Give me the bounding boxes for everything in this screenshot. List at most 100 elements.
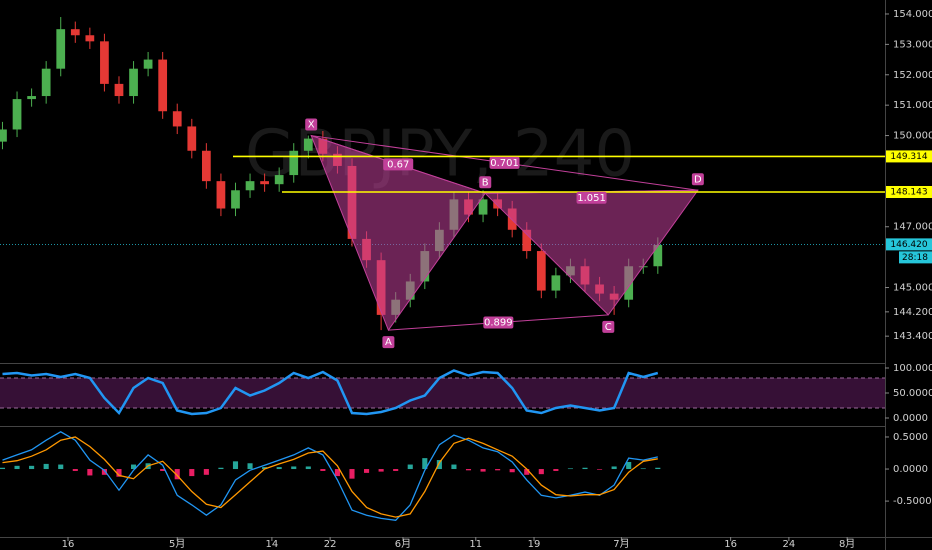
- ratio-badge: [383, 158, 414, 171]
- point-label: A: [385, 337, 392, 348]
- histogram-bar: [626, 461, 632, 470]
- y-tick-label: 147.000: [893, 222, 932, 233]
- candle-body: [522, 229, 532, 252]
- candle-body: [478, 199, 488, 215]
- point-badge: [691, 173, 704, 186]
- histogram-bar: [276, 467, 282, 470]
- macd-line: [2, 431, 658, 521]
- histogram-bar: [189, 469, 195, 477]
- level-badge: [886, 150, 932, 163]
- point-badge: [479, 176, 492, 189]
- histogram-bar: [262, 467, 268, 470]
- y-tick-label: 144.200: [893, 307, 932, 318]
- ratio-badge: [576, 191, 607, 204]
- ratio-badge: [489, 156, 520, 169]
- y-tick-label: 0.5000: [893, 432, 928, 443]
- point-label: X: [308, 120, 315, 131]
- histogram-bar: [101, 469, 107, 475]
- histogram-bar: [480, 469, 486, 472]
- candle-body: [216, 181, 226, 209]
- histogram-bar: [232, 461, 239, 470]
- histogram-bar: [116, 469, 122, 477]
- level-label: 148.143: [890, 188, 927, 198]
- last-price-badge: [886, 238, 932, 251]
- point-label: D: [694, 174, 702, 185]
- histogram-bar: [334, 469, 340, 477]
- histogram-bar: [611, 466, 617, 470]
- candle-body: [27, 96, 36, 100]
- histogram-bar: [640, 468, 646, 470]
- histogram-bar: [597, 469, 603, 470]
- point-label: B: [482, 177, 489, 188]
- x-tick-label: 19: [528, 539, 541, 550]
- candle-body: [12, 99, 22, 130]
- ratio-label: 1.051: [577, 193, 606, 204]
- y-tick-label: 100.0000: [893, 363, 932, 374]
- candle-body: [201, 150, 211, 182]
- indicator-line: [2, 369, 659, 416]
- y-tick-label: 154.000: [893, 9, 932, 20]
- candle-body: [536, 251, 546, 291]
- y-tick-label: 150.000: [893, 131, 932, 142]
- x-tick-label: 24: [783, 539, 796, 550]
- ratio-label: 0.899: [484, 317, 513, 328]
- y-tick-label: 143.400: [893, 331, 932, 342]
- candle-body: [129, 68, 138, 97]
- y-tick-label: 151.000: [893, 100, 932, 111]
- histogram-bar: [393, 469, 399, 471]
- x-tick-label: 14: [266, 539, 279, 550]
- candle-body: [158, 59, 168, 112]
- histogram-bar: [451, 464, 457, 470]
- band-fill: [0, 378, 885, 408]
- x-tick-label: 5月: [169, 538, 185, 550]
- x-tick-label: 16: [724, 539, 737, 550]
- front-layer: 149.314 148.143 146.420 28:18 0.67 0.701 1.051…: [233, 118, 932, 349]
- histogram-bar: [378, 469, 384, 472]
- y-tick-label: -0.5000: [893, 496, 932, 507]
- point-label: C: [605, 322, 612, 333]
- candle-body: [303, 138, 313, 151]
- main-layer: [0, 17, 699, 521]
- histogram-bar: [553, 469, 559, 471]
- histogram-bar: [436, 460, 442, 470]
- candle-body: [100, 41, 109, 84]
- ratio-badge: [483, 316, 514, 329]
- x-tick-label: 7月: [613, 538, 629, 550]
- histogram-bar: [58, 464, 64, 470]
- histogram-bar: [174, 469, 180, 480]
- histogram-bar: [538, 469, 544, 475]
- point-badge: [602, 320, 615, 333]
- x-tick-label: 22: [324, 539, 337, 550]
- candle-body: [0, 129, 7, 142]
- histogram-bar: [87, 469, 93, 476]
- histogram-bar: [130, 464, 137, 470]
- histogram-bar: [364, 469, 370, 473]
- candle-body: [114, 83, 124, 97]
- candle-body: [653, 244, 663, 267]
- y-tick-label: 153.000: [893, 39, 932, 50]
- y-tick-label: 0.0000: [893, 413, 928, 424]
- countdown-label: 28:18: [902, 253, 928, 263]
- y-tick-label: 0.0000: [893, 464, 928, 475]
- last-price-label: 146.420: [890, 240, 927, 250]
- candle-body: [56, 29, 66, 69]
- candle-body: [41, 68, 51, 97]
- candle-body: [274, 175, 284, 185]
- candle-body: [85, 35, 95, 42]
- level-badge: [886, 186, 932, 199]
- histogram-bar: [291, 466, 297, 470]
- x-tick-label: 16: [62, 539, 75, 550]
- y-tick-label: 145.000: [893, 283, 932, 294]
- y-tick-label: 152.000: [893, 70, 932, 81]
- candle-body: [231, 190, 240, 209]
- candle-body: [70, 29, 80, 36]
- histogram-bar: [524, 469, 530, 475]
- histogram-bar: [72, 469, 78, 471]
- histogram-bar: [567, 468, 573, 470]
- histogram-bar: [407, 464, 413, 470]
- histogram-bar: [14, 465, 20, 470]
- histogram-bar: [203, 469, 209, 475]
- histogram-bar: [43, 463, 49, 470]
